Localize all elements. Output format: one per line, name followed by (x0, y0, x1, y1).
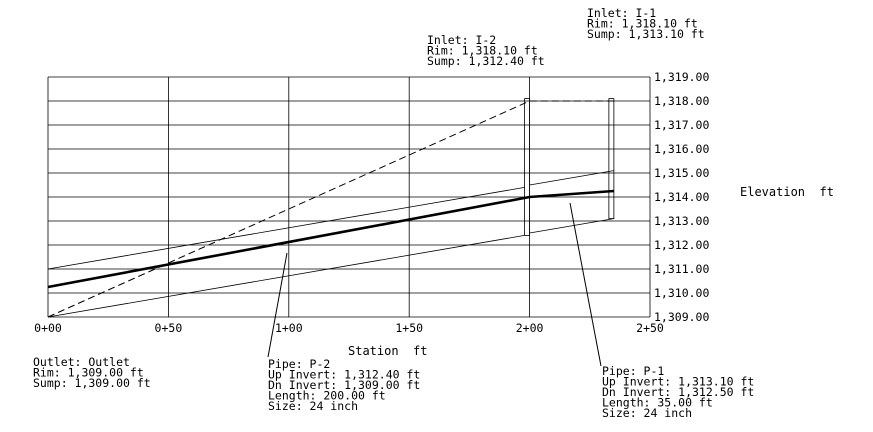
y-tick-label: 1,313.00 (654, 214, 709, 228)
y-tick-label: 1,317.00 (654, 118, 709, 132)
inlet-i1-label-line: Inlet: I-1 (587, 6, 656, 20)
y-tick-label: 1,311.00 (654, 262, 709, 276)
pipe-p2-label-line: Length: 200.00 ft (268, 389, 386, 403)
profile-marks (47, 98, 615, 318)
outlet-label-line: Rim: 1,309.00 ft (33, 366, 144, 380)
y-axis-label: Elevation ft (740, 185, 834, 199)
pipe-p1-label-line: Length: 35.00 ft (602, 396, 713, 410)
leader-p1 (569, 202, 602, 367)
x-tick-label: 1+50 (395, 321, 423, 335)
pipe-invert-p-2 (47, 235, 525, 318)
x-tick-label: 0+50 (155, 321, 183, 335)
hydraulic-grade-line (47, 189, 614, 289)
grid (47, 76, 651, 318)
leader-p2 (267, 252, 288, 358)
structure-1 (524, 98, 530, 236)
x-tick-label: 2+00 (516, 321, 544, 335)
pipe-crown-p-2 (47, 187, 525, 270)
pipe-p2-label-line: Dn Invert: 1,309.00 ft (268, 378, 420, 392)
y-tick-label: 1,312.00 (654, 238, 709, 252)
pipe-p1-label-line: Up Invert: 1,313.10 ft (602, 375, 754, 389)
inlet-i2-label-line: Rim: 1,318.10 ft (427, 44, 538, 58)
tick-labels: 1,309.00 1,310.00 1,311.00 1,312.00 1,313.00… (34, 70, 709, 335)
inlet-i2-label-line: Inlet: I-2 (427, 33, 496, 47)
x-tick-label: 1+00 (275, 321, 303, 335)
pipe-p2-label-line: Pipe: P-2 (268, 357, 330, 371)
y-tick-label: 1,315.00 (654, 166, 709, 180)
inlet-i1-label-line: Rim: 1,318.10 ft (587, 17, 698, 31)
y-tick-label: 1,316.00 (654, 142, 709, 156)
y-tick-label: 1,314.00 (654, 190, 709, 204)
outlet-label-line: Outlet: Outlet (33, 355, 130, 369)
inlet-i1-label-line: Sump: 1,313.10 ft (587, 27, 705, 41)
x-tick-label: 0+00 (34, 321, 62, 335)
inlet-i2-label-line: Sump: 1,312.40 ft (427, 54, 545, 68)
pipe-p1-label-line: Dn Invert: 1,312.50 ft (602, 385, 754, 399)
y-tick-label: 1,319.00 (654, 70, 709, 84)
x-axis-label: Station ft (348, 344, 427, 358)
y-tick-label: 1,310.00 (654, 286, 709, 300)
outlet-label-line: Sump: 1,309.00 ft (33, 376, 151, 390)
y-tick-label: 1,318.00 (654, 94, 709, 108)
pipe-p2-label-line: Up Invert: 1,312.40 ft (268, 368, 420, 382)
pipe-crown-p-1 (529, 170, 614, 186)
y-tick-label: 1,309.00 (654, 310, 709, 324)
pipe-invert-p-1 (529, 218, 614, 234)
energy-grade-line (47, 100, 614, 318)
pipe-p1-label-line: Pipe: P-1 (602, 364, 664, 378)
x-tick-label: 2+50 (636, 321, 664, 335)
pipe-p1-label-line: Size: 24 inch (602, 406, 692, 420)
structure-2 (608, 98, 615, 219)
pipe-p2-label-line: Size: 24 inch (268, 399, 358, 413)
